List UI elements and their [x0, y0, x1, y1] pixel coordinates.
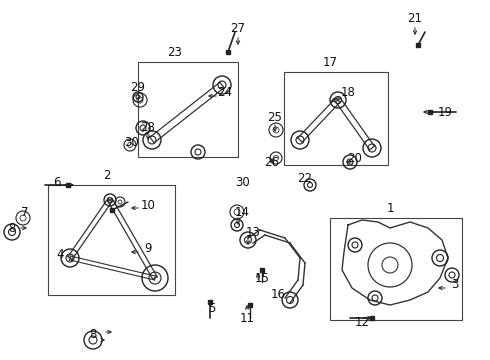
Text: 11: 11	[240, 311, 254, 324]
Text: 24: 24	[218, 86, 232, 99]
Text: 9: 9	[144, 242, 152, 255]
Text: 5: 5	[208, 302, 216, 315]
Text: 10: 10	[141, 198, 155, 212]
Text: 30: 30	[124, 135, 139, 149]
Text: 16: 16	[270, 288, 286, 302]
Bar	[48, 185, 175, 295]
Text: 13: 13	[245, 225, 261, 239]
Text: 26: 26	[265, 156, 279, 168]
Text: 28: 28	[141, 121, 155, 134]
Text: 7: 7	[21, 206, 29, 219]
Text: 25: 25	[268, 111, 282, 123]
Text: 27: 27	[230, 22, 245, 35]
Text: 12: 12	[354, 315, 369, 328]
Text: 22: 22	[297, 171, 313, 185]
Text: 15: 15	[255, 271, 270, 284]
Bar	[138, 62, 238, 157]
Text: 6: 6	[53, 176, 61, 189]
Text: 14: 14	[235, 206, 249, 219]
Bar	[330, 218, 462, 320]
Text: 8: 8	[89, 328, 97, 342]
Bar	[284, 72, 388, 165]
Text: 20: 20	[347, 152, 363, 165]
Text: 19: 19	[438, 105, 452, 118]
Text: 1: 1	[386, 202, 394, 215]
Text: 29: 29	[130, 81, 146, 94]
Text: 30: 30	[236, 176, 250, 189]
Text: 3: 3	[451, 279, 459, 292]
Text: 18: 18	[341, 86, 355, 99]
Text: 4: 4	[56, 248, 64, 261]
Text: 23: 23	[168, 45, 182, 59]
Text: 21: 21	[408, 12, 422, 24]
Text: 2: 2	[103, 168, 111, 181]
Text: 8: 8	[8, 221, 16, 234]
Text: 17: 17	[322, 55, 338, 68]
